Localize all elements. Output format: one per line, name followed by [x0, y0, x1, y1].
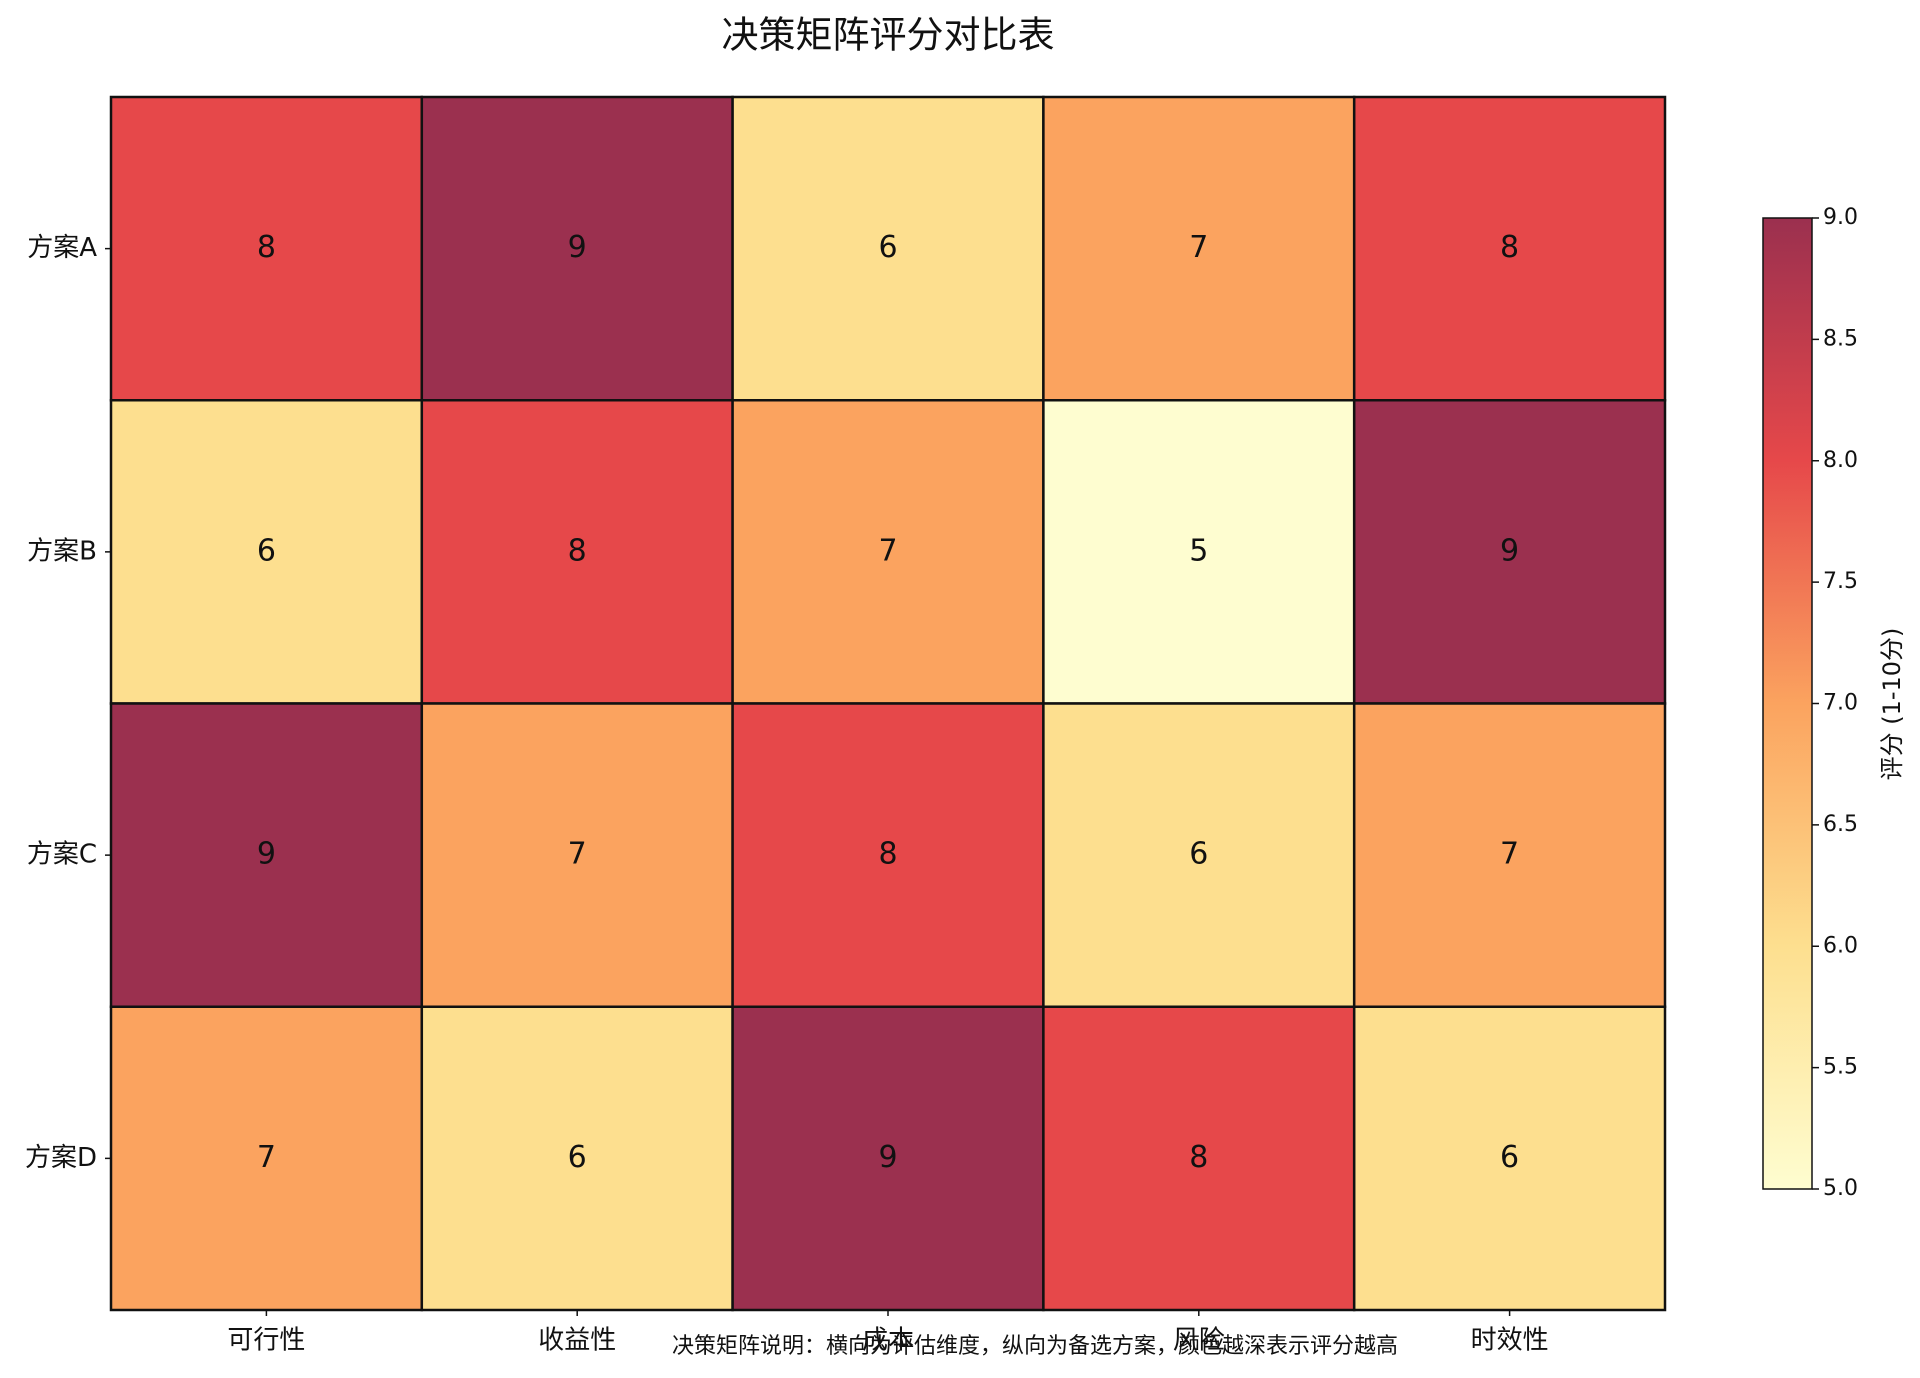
cell-value-label: 7	[1189, 230, 1208, 265]
cell-value-label: 8	[878, 837, 897, 872]
heatmap-cell	[1352, 1005, 1667, 1312]
heatmap-cell	[109, 95, 424, 402]
colorbar-tick-label: 6.5	[1823, 812, 1858, 837]
note: 决策矩阵说明：横向为评估维度，纵向为备选方案，颜色越深表示评分越高	[672, 1334, 1398, 1359]
heatmap-cell	[731, 702, 1045, 1008]
y-tick-label: 方案D	[25, 1143, 97, 1173]
heatmap-cell	[420, 1005, 734, 1312]
cell-value-label: 7	[568, 837, 587, 872]
heatmap-cell	[420, 95, 734, 402]
heatmap-cell	[1352, 95, 1667, 402]
y-tick-label: 方案B	[27, 536, 97, 566]
cell-value-label: 9	[1500, 533, 1519, 568]
cell-value-label: 9	[568, 230, 587, 265]
x-tick-label: 风险	[1173, 1326, 1225, 1356]
cell-value-label: 6	[568, 1140, 587, 1175]
cell-value-label: 8	[1500, 230, 1519, 265]
cell-value-label: 6	[1189, 837, 1208, 872]
cell-value-label: 5	[1189, 533, 1208, 568]
cell-value-label: 7	[878, 533, 897, 568]
colorbar-label: 评分 (1-10分)	[1878, 628, 1906, 781]
colorbar-tick-label: 5.0	[1823, 1176, 1858, 1201]
heatmap-cell	[109, 399, 424, 705]
cell-value-label: 7	[1500, 837, 1519, 872]
cell-value-label: 8	[568, 533, 587, 568]
cell-value-label: 9	[878, 1140, 897, 1175]
colorbar-tick-label: 8.5	[1823, 326, 1858, 351]
heatmap-cell	[1352, 399, 1667, 705]
colorbar	[1762, 217, 1813, 1190]
heatmap-cell	[1042, 95, 1356, 402]
heatmap-cell	[420, 702, 734, 1008]
cell-value-label: 9	[257, 837, 276, 872]
heatmap-cell	[731, 399, 1045, 705]
y-tick-label: 方案A	[27, 233, 97, 263]
cell-value-label: 6	[257, 533, 276, 568]
cell-value-label: 6	[878, 230, 897, 265]
cell-value-label: 8	[1189, 1140, 1208, 1175]
heatmap-cell	[731, 95, 1045, 402]
cell-value-label: 8	[257, 230, 276, 265]
colorbar-tick-label: 7.0	[1823, 691, 1858, 716]
x-tick-label: 成本	[862, 1326, 914, 1356]
x-tick-label: 时效性	[1471, 1326, 1549, 1356]
x-tick-label: 收益性	[538, 1326, 616, 1356]
heatmap-cell	[1042, 1005, 1356, 1312]
y-tick-label: 方案C	[27, 840, 97, 870]
colorbar-tick-label: 5.5	[1823, 1055, 1858, 1080]
heatmap-cell	[1042, 702, 1356, 1008]
colorbar-tick-label: 8.0	[1823, 448, 1858, 473]
chart-title: 决策矩阵评分对比表	[722, 14, 1055, 57]
colorbar-tick-label: 9.0	[1823, 205, 1858, 230]
colorbar-tick-label: 6.0	[1823, 933, 1858, 958]
heatmap-cell	[731, 1005, 1045, 1312]
heatmap-cell	[1352, 702, 1667, 1008]
colorbar-tick-label: 7.5	[1823, 569, 1858, 594]
cell-value-label: 7	[257, 1140, 276, 1175]
x-tick-label: 可行性	[227, 1326, 305, 1356]
cell-value-label: 6	[1500, 1140, 1519, 1175]
